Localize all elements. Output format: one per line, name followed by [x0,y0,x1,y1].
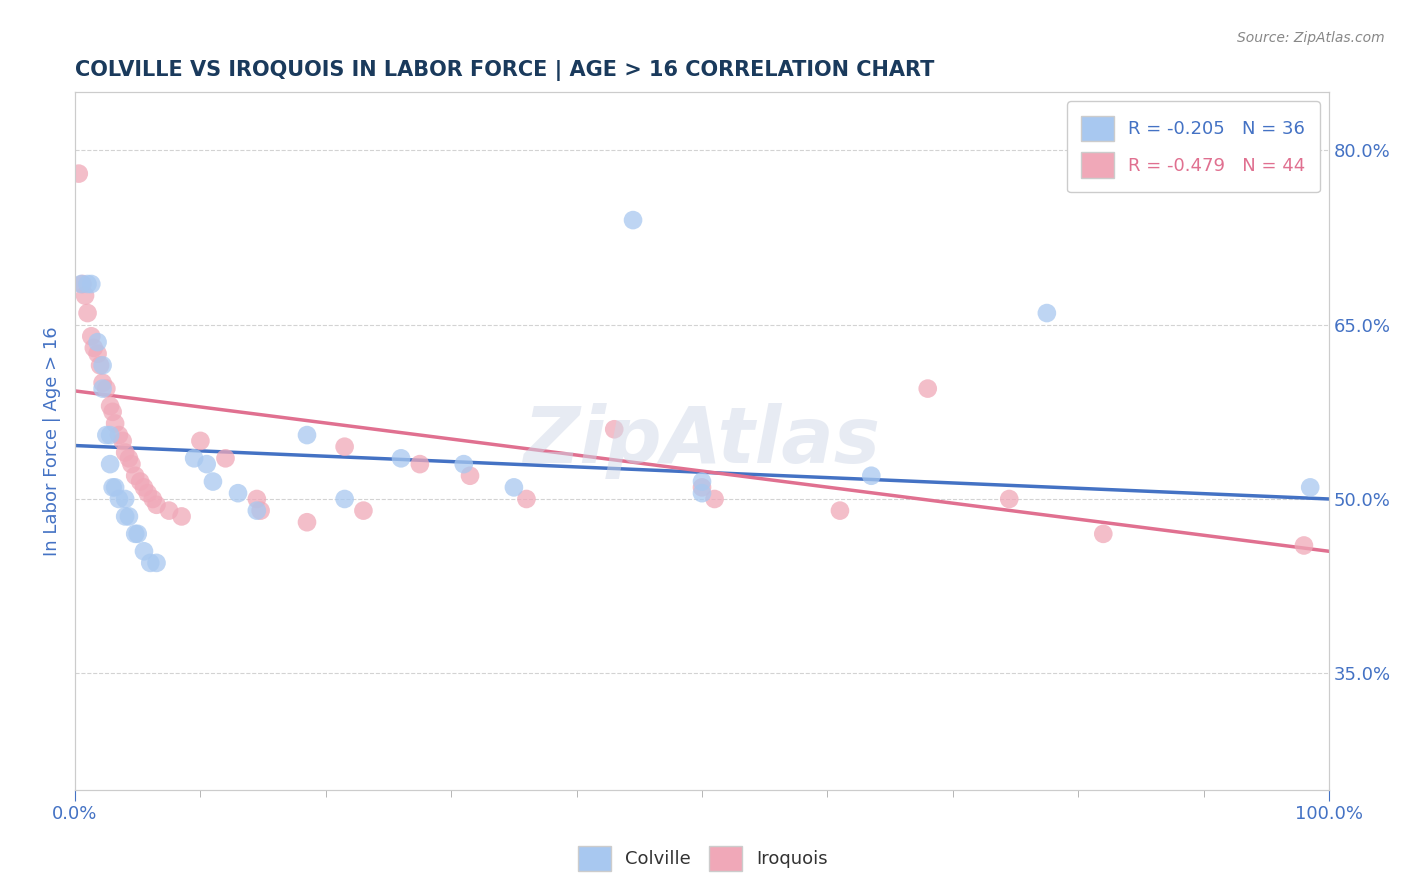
Point [136,486,159,500]
Point [76,277,98,291]
Point [118,451,141,466]
Point [170,509,193,524]
Point [86,347,108,361]
Text: COLVILLE VS IROQUOIS IN LABOR FORCE | AGE > 16 CORRELATION CHART: COLVILLE VS IROQUOIS IN LABOR FORCE | AG… [75,60,935,80]
Point [114,491,136,506]
Point [1036,306,1059,320]
Point [101,480,124,494]
Point [76,306,98,320]
Point [860,468,883,483]
Point [453,457,475,471]
Point [70,277,93,291]
Point [104,417,127,431]
Point [690,486,713,500]
Point [389,451,412,466]
Point [157,503,180,517]
Point [190,434,212,448]
Point [73,288,96,302]
Point [145,498,167,512]
Point [91,382,114,396]
Point [96,382,118,396]
Point [91,376,114,390]
Point [183,451,205,466]
Point [72,277,94,291]
Point [458,468,481,483]
Point [333,440,356,454]
Point [132,544,155,558]
Point [114,509,136,524]
Point [101,405,124,419]
Point [503,480,526,494]
Point [91,359,114,373]
Point [621,213,644,227]
Text: ZipAtlas: ZipAtlas [523,403,880,479]
Point [108,428,131,442]
Point [145,556,167,570]
Point [83,341,105,355]
Point [98,399,121,413]
Point [246,503,269,517]
Text: Source: ZipAtlas.com: Source: ZipAtlas.com [1237,31,1385,45]
Point [249,503,271,517]
Point [690,480,713,494]
Point [195,457,218,471]
Legend: R = -0.205   N = 36, R = -0.479   N = 44: R = -0.205 N = 36, R = -0.479 N = 44 [1067,102,1320,192]
Point [917,382,939,396]
Point [80,329,103,343]
Point [132,480,155,494]
Point [998,491,1021,506]
Point [108,491,131,506]
Point [828,503,851,517]
Point [124,526,146,541]
Point [129,475,152,489]
Point [1299,480,1322,494]
Point [333,491,356,506]
Point [515,491,537,506]
Point [104,480,127,494]
Point [214,451,236,466]
Point [295,428,318,442]
Point [124,468,146,483]
Point [603,422,626,436]
Legend: Colville, Iroquois: Colville, Iroquois [571,838,835,879]
Point [111,434,134,448]
Point [1092,526,1115,541]
Point [1292,539,1315,553]
Point [226,486,249,500]
Point [98,428,121,442]
Point [114,445,136,459]
Point [352,503,374,517]
Point [246,491,269,506]
Point [690,475,713,489]
Y-axis label: In Labor Force | Age > 16: In Labor Force | Age > 16 [44,326,60,556]
Point [118,509,141,524]
Point [98,457,121,471]
Point [80,277,103,291]
Point [89,359,111,373]
Point [127,526,149,541]
Point [295,515,318,529]
Point [96,428,118,442]
Point [120,457,142,471]
Point [139,556,162,570]
Point [86,335,108,350]
Point [142,491,165,506]
Point [703,491,725,506]
Point [409,457,432,471]
Point [67,167,90,181]
Point [201,475,224,489]
